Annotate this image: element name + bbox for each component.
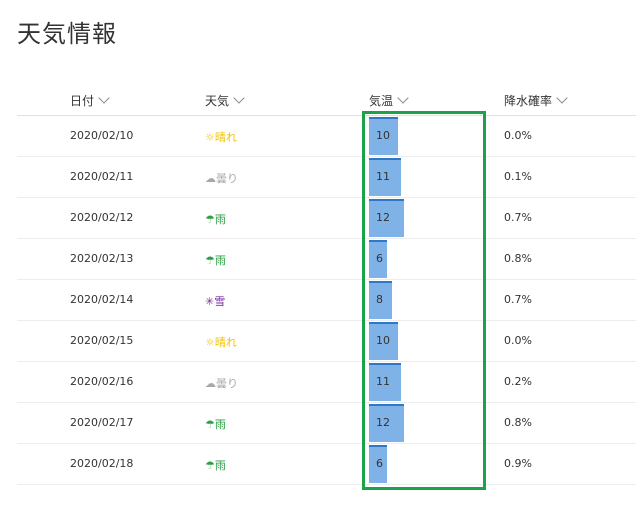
rain-probability-cell: 0.8% — [504, 252, 532, 265]
weather-label: 雨 — [214, 213, 226, 226]
table-row[interactable]: 2020/02/17 ☂雨 12 0.8% — [17, 403, 636, 444]
rain-icon: ☂ — [205, 213, 215, 226]
column-header-temperature[interactable]: 気温 — [369, 92, 409, 109]
chevron-down-icon — [233, 92, 245, 104]
sunny-icon: ☼ — [205, 336, 215, 349]
temperature-value: 12 — [376, 416, 390, 429]
column-header-rain[interactable]: 降水確率 — [504, 92, 568, 109]
rain-probability-cell: 0.7% — [504, 211, 532, 224]
temperature-value: 10 — [376, 334, 390, 347]
weather-cell: ☁曇り — [205, 170, 238, 186]
temperature-value: 8 — [376, 293, 383, 306]
temperature-bar — [369, 240, 387, 278]
table-row[interactable]: 2020/02/15 ☼晴れ 10 0.0% — [17, 321, 636, 362]
weather-list: 日付 天気 気温 降水確率 2020/02/10 ☼晴れ 10 0.0% 2020/02… — [17, 84, 636, 485]
date-cell: 2020/02/13 — [70, 252, 134, 265]
temperature-bar — [369, 281, 392, 319]
column-header-date-label: 日付 — [70, 94, 95, 108]
weather-label: 晴れ — [214, 336, 237, 349]
snow-icon: ✳ — [205, 295, 215, 308]
weather-label: 雪 — [214, 295, 226, 308]
rain-probability-cell: 0.9% — [504, 457, 532, 470]
date-cell: 2020/02/16 — [70, 375, 134, 388]
rain-icon: ☂ — [205, 254, 215, 267]
rain-icon: ☂ — [205, 459, 215, 472]
table-row[interactable]: 2020/02/13 ☂雨 6 0.8% — [17, 239, 636, 280]
rain-probability-cell: 0.1% — [504, 170, 532, 183]
rain-probability-cell: 0.0% — [504, 129, 532, 142]
cloudy-icon: ☁ — [205, 172, 216, 185]
weather-cell: ☂雨 — [205, 252, 226, 268]
table-row[interactable]: 2020/02/11 ☁曇り 11 0.1% — [17, 157, 636, 198]
temperature-bar — [369, 322, 398, 360]
weather-label: 曇り — [216, 377, 238, 390]
temperature-value: 10 — [376, 129, 390, 142]
weather-cell: ☂雨 — [205, 416, 226, 432]
weather-label: 雨 — [214, 459, 226, 472]
temperature-value: 11 — [376, 170, 390, 183]
sunny-icon: ☼ — [205, 131, 215, 144]
temperature-bar — [369, 117, 398, 155]
weather-cell: ☂雨 — [205, 457, 226, 473]
temperature-bar — [369, 158, 401, 196]
column-header-weather[interactable]: 天気 — [205, 92, 245, 109]
rain-icon: ☂ — [205, 418, 215, 431]
column-header-temperature-label: 気温 — [369, 94, 394, 108]
rain-probability-cell: 0.0% — [504, 334, 532, 347]
temperature-bar — [369, 404, 404, 442]
weather-cell: ✳雪 — [205, 293, 225, 309]
weather-cell: ☂雨 — [205, 211, 226, 227]
date-cell: 2020/02/18 — [70, 457, 134, 470]
column-header-row: 日付 天気 気温 降水確率 — [17, 84, 636, 116]
table-row[interactable]: 2020/02/14 ✳雪 8 0.7% — [17, 280, 636, 321]
temperature-value: 11 — [376, 375, 390, 388]
table-row[interactable]: 2020/02/18 ☂雨 6 0.9% — [17, 444, 636, 485]
weather-label: 曇り — [216, 172, 238, 185]
temperature-bar — [369, 363, 401, 401]
date-cell: 2020/02/14 — [70, 293, 134, 306]
date-cell: 2020/02/10 — [70, 129, 134, 142]
column-header-weather-label: 天気 — [205, 94, 230, 108]
temperature-bar — [369, 199, 404, 237]
temperature-value: 6 — [376, 252, 383, 265]
temperature-value: 12 — [376, 211, 390, 224]
table-body: 2020/02/10 ☼晴れ 10 0.0% 2020/02/11 ☁曇り 11 0.1% 20… — [17, 116, 636, 485]
page-title: 天気情報 — [17, 20, 117, 48]
weather-label: 晴れ — [214, 131, 237, 144]
table-row[interactable]: 2020/02/12 ☂雨 12 0.7% — [17, 198, 636, 239]
table-row[interactable]: 2020/02/16 ☁曇り 11 0.2% — [17, 362, 636, 403]
weather-label: 雨 — [214, 418, 226, 431]
date-cell: 2020/02/11 — [70, 170, 134, 183]
rain-probability-cell: 0.7% — [504, 293, 532, 306]
date-cell: 2020/02/17 — [70, 416, 134, 429]
column-header-date[interactable]: 日付 — [70, 92, 110, 109]
weather-label: 雨 — [214, 254, 226, 267]
column-header-rain-label: 降水確率 — [504, 94, 553, 108]
temperature-value: 6 — [376, 457, 383, 470]
temperature-bar — [369, 445, 387, 483]
chevron-down-icon — [397, 92, 409, 104]
date-cell: 2020/02/12 — [70, 211, 134, 224]
rain-probability-cell: 0.2% — [504, 375, 532, 388]
weather-cell: ☼晴れ — [205, 334, 237, 350]
chevron-down-icon — [98, 92, 110, 104]
rain-probability-cell: 0.8% — [504, 416, 532, 429]
table-row[interactable]: 2020/02/10 ☼晴れ 10 0.0% — [17, 116, 636, 157]
chevron-down-icon — [556, 92, 568, 104]
cloudy-icon: ☁ — [205, 377, 216, 390]
weather-cell: ☁曇り — [205, 375, 238, 391]
weather-cell: ☼晴れ — [205, 129, 237, 145]
date-cell: 2020/02/15 — [70, 334, 134, 347]
